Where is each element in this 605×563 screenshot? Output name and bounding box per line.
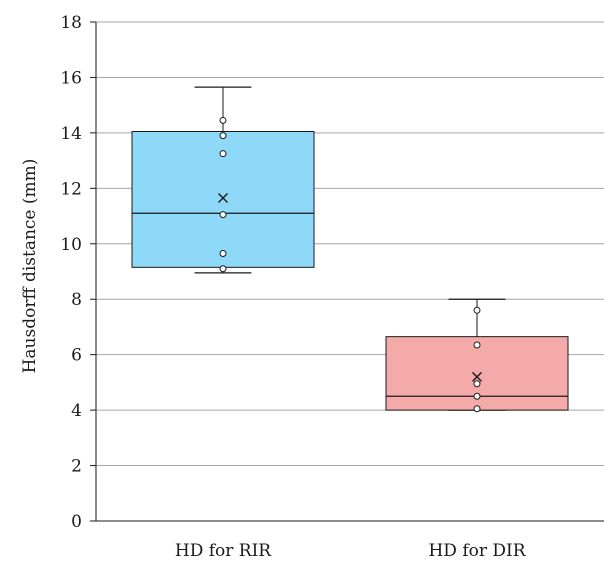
data-point bbox=[473, 405, 481, 413]
y-tick-label: 14 bbox=[60, 124, 82, 144]
mean-marker-stroke bbox=[472, 371, 482, 382]
box-1 bbox=[131, 86, 315, 274]
x-category-label: HD for DIR bbox=[428, 541, 526, 561]
data-point bbox=[473, 341, 481, 349]
y-tick-label: 6 bbox=[71, 346, 82, 366]
y-tick-label: 12 bbox=[60, 179, 82, 199]
category-labels: HD for RIR HD for DIR bbox=[175, 541, 527, 561]
y-tick-label: 16 bbox=[60, 68, 82, 88]
data-point bbox=[219, 249, 227, 257]
box-2 bbox=[385, 298, 569, 413]
y-tick-label: 8 bbox=[71, 290, 82, 310]
x-category-label: HD for RIR bbox=[175, 541, 272, 561]
y-tick-label: 18 bbox=[60, 13, 82, 33]
y-tick-label: 10 bbox=[60, 235, 82, 255]
box-series bbox=[131, 86, 569, 413]
data-point bbox=[219, 150, 227, 158]
data-point bbox=[219, 116, 227, 124]
mean-marker-stroke bbox=[218, 193, 228, 204]
data-point bbox=[219, 132, 227, 140]
data-point bbox=[219, 265, 227, 273]
data-point bbox=[473, 306, 481, 314]
mean-marker bbox=[472, 371, 482, 382]
y-axis-title: Hausdorff distance (mm) bbox=[20, 159, 40, 374]
y-tick-label: 4 bbox=[71, 401, 82, 421]
data-point bbox=[473, 392, 481, 400]
data-point bbox=[219, 211, 227, 219]
y-tick-label: 0 bbox=[71, 512, 82, 532]
mean-marker bbox=[218, 193, 228, 204]
data-point bbox=[473, 380, 481, 388]
y-tick-label: 2 bbox=[71, 457, 82, 477]
y-axis: 0 2 4 6 8 10 12 14 16 18 bbox=[60, 13, 604, 532]
